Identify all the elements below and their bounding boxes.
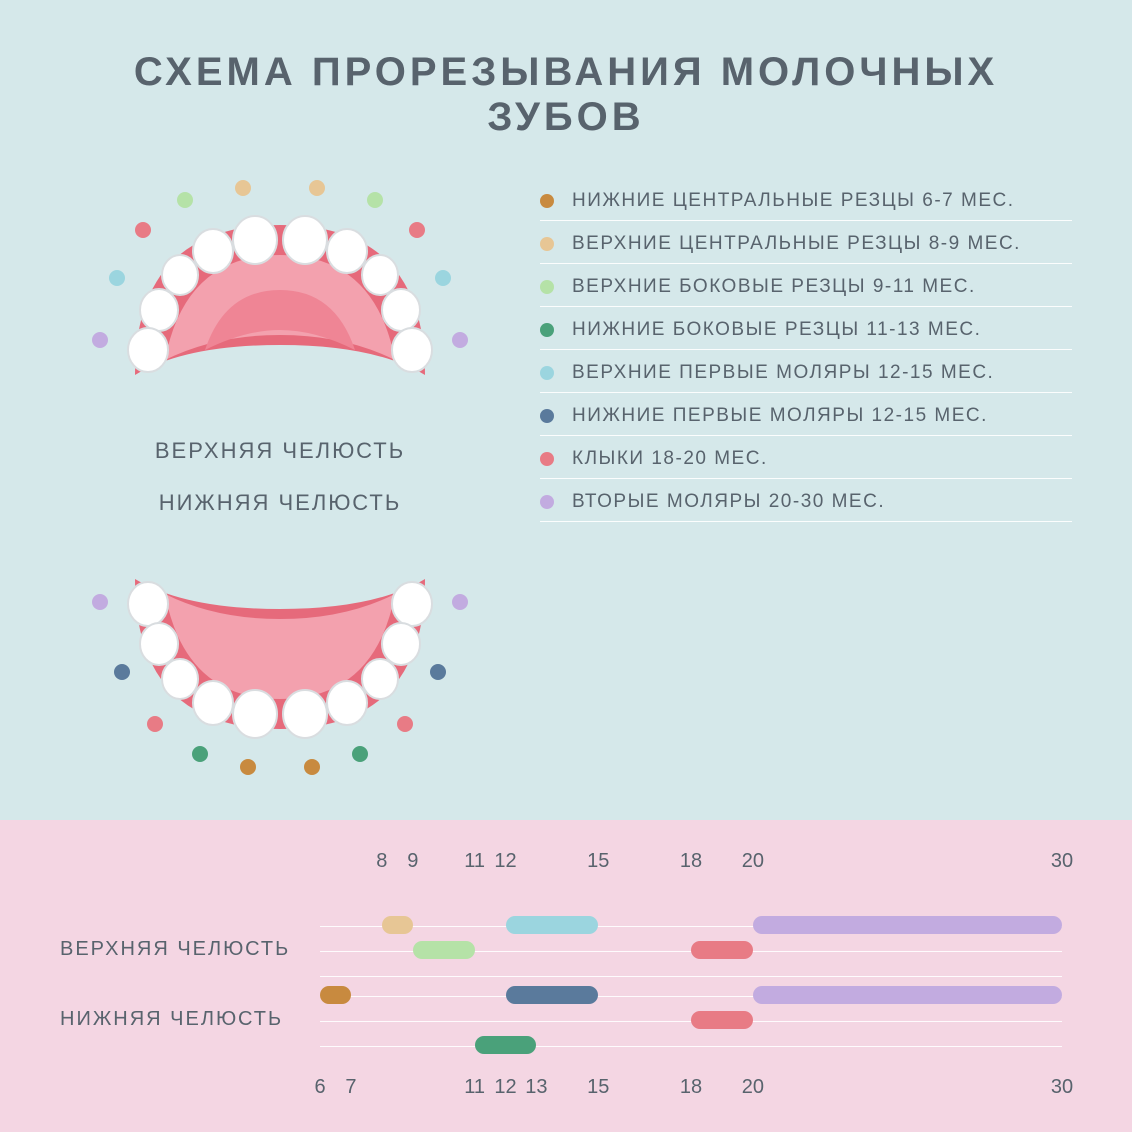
lower-jaw-svg: [115, 549, 445, 759]
legend-item: НИЖНИЕ ПЕРВЫЕ МОЛЯРЫ 12-15 МЕС.: [540, 393, 1072, 436]
gantt-bar: [753, 986, 1062, 1004]
legend-dot: [540, 237, 554, 251]
gantt-bar: [475, 1036, 537, 1054]
legend-dot: [540, 452, 554, 466]
axis-tick: 6: [314, 1076, 325, 1099]
tooth-dot: [452, 332, 468, 348]
axis-tick: 8: [376, 850, 387, 873]
axis-tick: 18: [680, 1076, 702, 1099]
gantt-bar: [382, 916, 413, 934]
legend-text: ВЕРХНИЕ БОКОВЫЕ РЕЗЦЫ 9-11 МЕС.: [572, 276, 976, 298]
upper-jaw-label: ВЕРХНЯЯ ЧЕЛЮСТЬ: [155, 438, 405, 464]
gantt-row-label: ВЕРХНЯЯ ЧЕЛЮСТЬ: [60, 938, 300, 961]
tooth-dot: [177, 192, 193, 208]
tooth-dot: [135, 222, 151, 238]
legend-text: НИЖНИЕ БОКОВЫЕ РЕЗЦЫ 11-13 МЕС.: [572, 319, 981, 341]
page: СХЕМА ПРОРЕЗЫВАНИЯ МОЛОЧНЫХ ЗУБОВ: [0, 0, 1132, 1132]
legend-item: НИЖНИЕ БОКОВЫЕ РЕЗЦЫ 11-13 МЕС.: [540, 307, 1072, 350]
gantt-bar: [320, 986, 351, 1004]
axis-bottom: 6711121315182030: [320, 1076, 1062, 1100]
tooth-dot: [435, 270, 451, 286]
legend-item: ВТОРЫЕ МОЛЯРЫ 20-30 МЕС.: [540, 479, 1072, 522]
axis-tick: 12: [494, 850, 516, 873]
tooth-dot: [452, 594, 468, 610]
tooth-dot: [235, 180, 251, 196]
legend-item: ВЕРХНИЕ ПЕРВЫЕ МОЛЯРЫ 12-15 МЕС.: [540, 350, 1072, 393]
tooth-dot: [92, 594, 108, 610]
axis-tick: 11: [464, 1076, 485, 1099]
legend-item: КЛЫКИ 18-20 МЕС.: [540, 436, 1072, 479]
gantt-bar: [691, 1011, 753, 1029]
tooth-dot: [409, 222, 425, 238]
legend-text: ВЕРХНИЕ ЦЕНТРАЛЬНЫЕ РЕЗЦЫ 8-9 МЕС.: [572, 233, 1021, 255]
legend-dot: [540, 495, 554, 509]
top-panel: СХЕМА ПРОРЕЗЫВАНИЯ МОЛОЧНЫХ ЗУБОВ: [0, 0, 1132, 820]
gantt-bar: [506, 916, 599, 934]
axis-tick: 20: [742, 1076, 764, 1099]
legend-dot: [540, 366, 554, 380]
axis-tick: 18: [680, 850, 702, 873]
tooth-dot: [352, 746, 368, 762]
axis-tick: 7: [345, 1076, 356, 1099]
axis-tick: 12: [494, 1076, 516, 1099]
legend-text: КЛЫКИ 18-20 МЕС.: [572, 448, 768, 470]
tooth-dot: [430, 664, 446, 680]
gantt-bar: [506, 986, 599, 1004]
axis-tick: 30: [1051, 850, 1073, 873]
legend-dot: [540, 194, 554, 208]
lower-jaw-label: НИЖНЯЯ ЧЕЛЮСТЬ: [159, 490, 402, 516]
axis-tick: 30: [1051, 1076, 1073, 1099]
gantt-gridline: [320, 1046, 1062, 1047]
axis-tick: 20: [742, 850, 764, 873]
legend: НИЖНИЕ ЦЕНТРАЛЬНЫЕ РЕЗЦЫ 6-7 МЕС. ВЕРХНИЕ…: [540, 170, 1072, 784]
tooth-dot: [109, 270, 125, 286]
axis-tick: 11: [464, 850, 485, 873]
legend-dot: [540, 280, 554, 294]
legend-item: НИЖНИЕ ЦЕНТРАЛЬНЫЕ РЕЗЦЫ 6-7 МЕС.: [540, 178, 1072, 221]
legend-text: ВТОРЫЕ МОЛЯРЫ 20-30 МЕС.: [572, 491, 885, 513]
gantt-gridline: [320, 976, 1062, 977]
legend-text: ВЕРХНИЕ ПЕРВЫЕ МОЛЯРЫ 12-15 МЕС.: [572, 362, 994, 384]
page-title: СХЕМА ПРОРЕЗЫВАНИЯ МОЛОЧНЫХ ЗУБОВ: [60, 50, 1072, 140]
legend-text: НИЖНИЕ ПЕРВЫЕ МОЛЯРЫ 12-15 МЕС.: [572, 405, 988, 427]
gantt-bar: [413, 941, 475, 959]
gantt-row-label: НИЖНЯЯ ЧЕЛЮСТЬ: [60, 1008, 300, 1031]
content-row: ВЕРХНЯЯ ЧЕЛЮСТЬ НИЖНЯЯ ЧЕЛЮСТЬ: [60, 170, 1072, 784]
gantt-bar: [691, 941, 753, 959]
lower-jaw-diagram: [70, 524, 490, 784]
bottom-panel: 89 11 12 15 18 20 30 ВЕРХНЯЯ ЧЕЛЮСТЬ НИЖНЯЯ ЧЕЛ…: [0, 820, 1132, 1132]
timeline-chart: 89 11 12 15 18 20 30 ВЕРХНЯЯ ЧЕЛЮСТЬ НИЖНЯЯ ЧЕЛ…: [60, 850, 1072, 1100]
gantt-rows: ВЕРХНЯЯ ЧЕЛЮСТЬ НИЖНЯЯ ЧЕЛЮСТЬ: [60, 888, 1062, 1062]
tooth-dot: [92, 332, 108, 348]
tooth-dot: [367, 192, 383, 208]
axis-tick: 13: [525, 1076, 547, 1099]
legend-dot: [540, 323, 554, 337]
tooth-dot: [309, 180, 325, 196]
legend-item: ВЕРХНИЕ БОКОВЫЕ РЕЗЦЫ 9-11 МЕС.: [540, 264, 1072, 307]
tooth-dot: [240, 759, 256, 775]
tooth-dot: [304, 759, 320, 775]
tooth-dot: [114, 664, 130, 680]
jaws-column: ВЕРХНЯЯ ЧЕЛЮСТЬ НИЖНЯЯ ЧЕЛЮСТЬ: [60, 170, 500, 784]
legend-text: НИЖНИЕ ЦЕНТРАЛЬНЫЕ РЕЗЦЫ 6-7 МЕС.: [572, 190, 1015, 212]
upper-jaw-svg: [115, 195, 445, 405]
legend-item: ВЕРХНИЕ ЦЕНТРАЛЬНЫЕ РЕЗЦЫ 8-9 МЕС.: [540, 221, 1072, 264]
axis-top: 89111215182030: [320, 850, 1062, 874]
tooth-dot: [147, 716, 163, 732]
gantt-bar: [753, 916, 1062, 934]
axis-tick: 9: [407, 850, 418, 873]
axis-tick: 15: [587, 1076, 609, 1099]
axis-tick: 15: [587, 850, 609, 873]
legend-dot: [540, 409, 554, 423]
tooth-dot: [397, 716, 413, 732]
tooth-dot: [192, 746, 208, 762]
upper-jaw-diagram: [70, 170, 490, 430]
